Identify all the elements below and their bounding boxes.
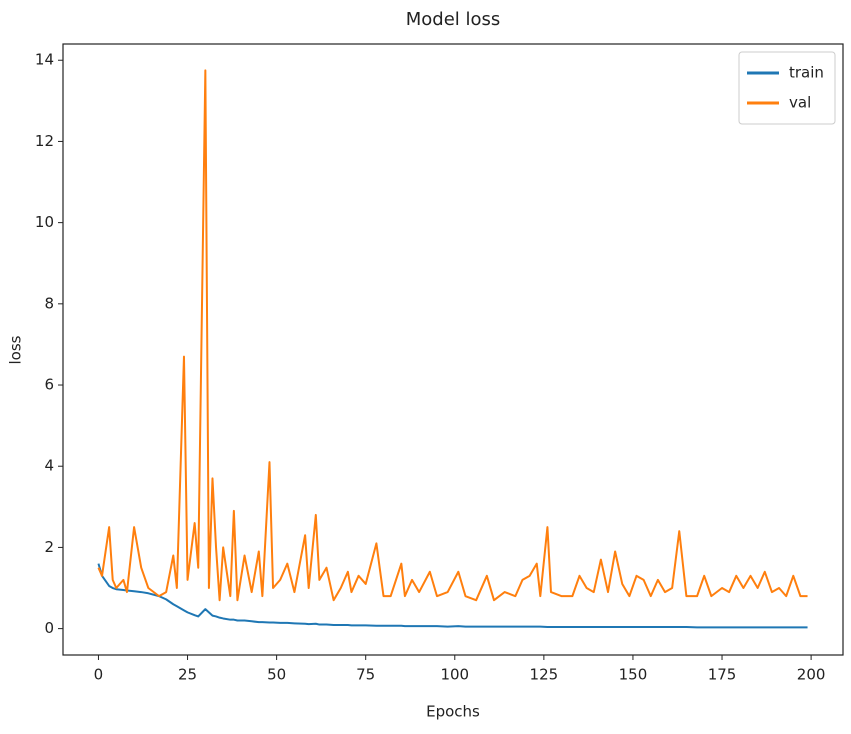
series-line xyxy=(97,69,808,602)
legend-box xyxy=(738,51,836,125)
x-tick-label: 175 xyxy=(708,666,737,684)
x-tick-label: 75 xyxy=(356,666,375,684)
series-line xyxy=(97,563,808,629)
x-tick-label: 50 xyxy=(267,666,286,684)
x-tick-label: 25 xyxy=(178,666,197,684)
plot-frame xyxy=(62,43,844,656)
y-tick-label: 2 xyxy=(44,538,54,556)
y-tick-label: 4 xyxy=(44,457,54,475)
legend-label: val xyxy=(789,94,811,112)
x-tick-label: 200 xyxy=(797,666,826,684)
y-tick-label: 14 xyxy=(35,51,54,69)
y-tick-label: 6 xyxy=(44,376,54,394)
y-tick-label: 12 xyxy=(35,132,54,150)
x-tick-label: 150 xyxy=(619,666,648,684)
y-axis-label: loss xyxy=(7,335,25,364)
x-tick-label: 100 xyxy=(440,666,469,684)
x-tick-label: 125 xyxy=(530,666,559,684)
x-axis-label: Epochs xyxy=(426,703,480,721)
x-tick-label: 0 xyxy=(94,666,104,684)
legend-label: train xyxy=(789,64,824,82)
chart-title: Model loss xyxy=(406,9,501,30)
y-tick-label: 10 xyxy=(35,213,54,231)
y-tick-label: 0 xyxy=(44,619,54,637)
y-tick-label: 8 xyxy=(44,294,54,312)
